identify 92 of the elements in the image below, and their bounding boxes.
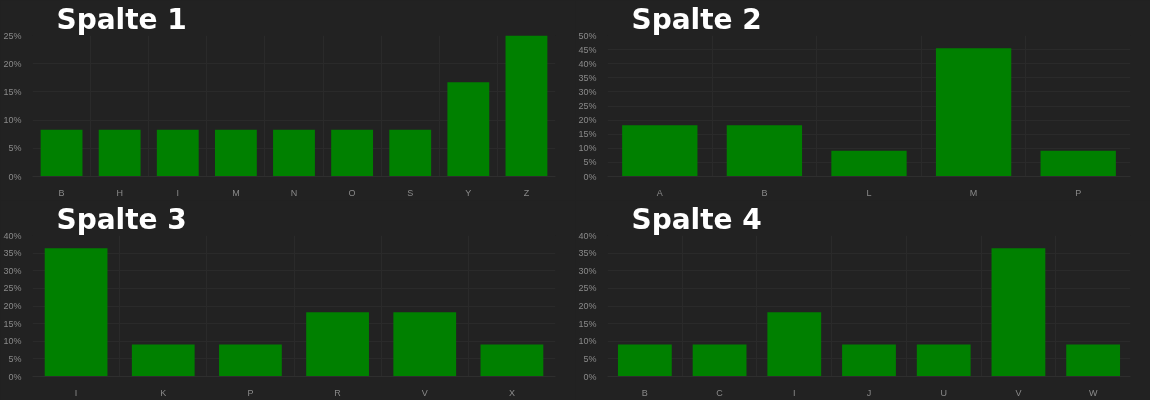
y-tick-label: 25% [578,283,597,294]
bar [447,82,490,177]
bar [935,48,1012,177]
bar [306,312,369,377]
bar [44,248,108,377]
y-tick-label: 35% [578,248,597,259]
x-tick-label: B [641,387,648,398]
x-tick-label: N [290,187,298,198]
bar [98,129,141,177]
y-tick-label: 10% [3,115,22,126]
bar [273,129,315,177]
x-tick-label: H [116,187,123,198]
bar [726,125,803,177]
bar [331,129,374,177]
y-tick-label: 20% [3,58,22,69]
y-tick-label: 20% [578,115,597,126]
y-tick-label: 40% [578,230,597,241]
x-tick-label: W [1088,387,1098,398]
y-tick-label: 5% [8,353,22,364]
x-tick-label: R [334,387,342,398]
y-tick-label: 40% [578,58,597,69]
bar [505,35,548,177]
y-tick-label: 10% [578,143,597,154]
bar [214,129,257,177]
x-tick-label: V [421,387,428,398]
bar [131,344,195,377]
y-tick-label: 15% [578,129,597,140]
x-tick-label: K [160,387,167,398]
chart-title: Spalte 4 [631,202,762,236]
bar [1040,150,1116,177]
x-tick-label: U [940,387,947,398]
x-tick-label: M [232,187,240,198]
bar [842,344,896,377]
x-tick-label: J [866,387,872,398]
x-tick-label: V [1015,387,1022,398]
y-tick-label: 15% [578,318,597,329]
bar [692,344,747,377]
x-tick-label: P [1075,187,1082,198]
x-tick-label: Y [465,187,472,198]
y-tick-label: 25% [3,283,22,294]
bar [219,344,282,377]
y-tick-label: 5% [583,157,597,168]
chart-title: Spalte 1 [56,2,187,36]
x-tick-label: A [656,187,663,198]
x-tick-label: C [716,387,724,398]
y-tick-label: 10% [3,336,22,347]
x-tick-label: I [793,387,796,398]
x-tick-label: B [58,187,65,198]
y-tick-label: 20% [578,301,597,311]
bar [767,312,822,377]
y-tick-label: 30% [578,265,597,276]
bar [622,125,698,177]
bar [480,344,544,377]
bar [1066,344,1121,377]
x-tick-label: O [348,187,356,198]
y-tick-label: 15% [3,86,22,97]
y-tick-label: 25% [578,101,597,111]
x-tick-label: L [866,187,872,198]
bar [916,344,971,377]
y-tick-label: 30% [578,86,597,97]
bar [617,344,672,377]
y-tick-label: 25% [3,30,22,41]
y-tick-label: 0% [583,171,597,182]
x-tick-label: B [761,187,768,198]
y-tick-label: 5% [8,143,22,154]
x-tick-label: M [969,187,978,198]
chart-title: Spalte 3 [56,202,187,236]
x-tick-label: P [247,387,254,398]
x-tick-label: S [407,187,414,198]
y-tick-label: 15% [3,318,22,329]
y-tick-label: 0% [8,171,22,182]
y-tick-label: 10% [578,336,597,347]
y-tick-label: 0% [583,371,597,382]
bar [156,129,199,177]
x-tick-label: X [508,387,515,398]
y-tick-label: 0% [8,371,22,382]
y-tick-label: 35% [3,248,22,259]
bar [389,129,432,177]
x-tick-label: Z [523,187,530,198]
y-tick-label: 30% [3,265,22,276]
y-tick-label: 40% [3,230,22,241]
bar [831,150,907,177]
y-tick-label: 35% [578,72,597,83]
y-tick-label: 45% [578,44,597,55]
bar [40,129,83,177]
bar [393,312,457,377]
y-tick-label: 5% [583,353,597,364]
y-tick-label: 20% [3,301,22,311]
chart-title: Spalte 2 [631,2,762,36]
y-tick-label: 50% [578,30,597,41]
bar [991,248,1046,377]
x-tick-label: I [176,187,180,198]
